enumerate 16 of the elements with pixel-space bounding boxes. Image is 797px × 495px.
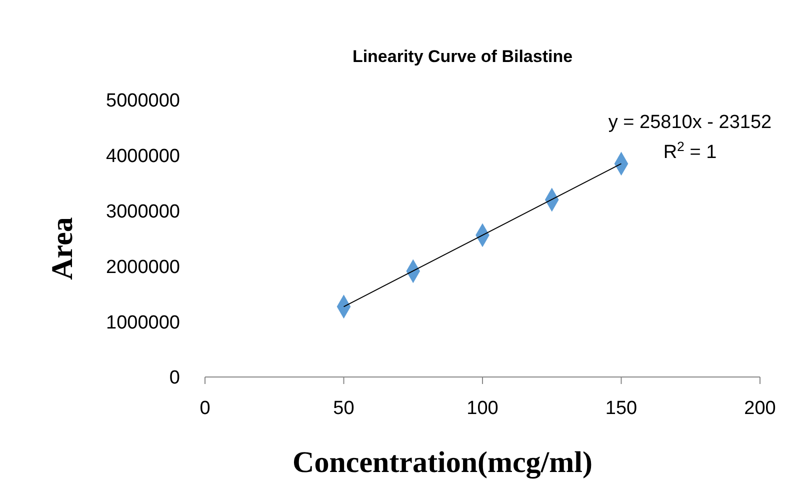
y-tick-label: 1000000 bbox=[106, 312, 180, 334]
x-tick-label: 0 bbox=[200, 398, 210, 419]
chart-title: Linearity Curve of Bilastine bbox=[352, 47, 573, 66]
x-tick-label: 100 bbox=[466, 398, 498, 419]
x-tick-label: 150 bbox=[605, 398, 638, 419]
x-tick-label: 50 bbox=[333, 398, 354, 419]
y-tick-label: 3000000 bbox=[106, 201, 180, 222]
x-tick-label: 200 bbox=[744, 398, 776, 419]
annotation: y = 25810x - 23152 bbox=[608, 112, 772, 133]
y-axis-title: Area bbox=[46, 217, 79, 280]
y-tick-label: 2000000 bbox=[106, 256, 180, 278]
x-axis-title: Concentration(mcg/ml) bbox=[292, 446, 592, 479]
y-tick-label: 0 bbox=[169, 368, 180, 389]
annotation: R$^{2}$ = 1 bbox=[663, 138, 717, 163]
y-tick-label: 5000000 bbox=[106, 90, 180, 112]
y-tick-label: 4000000 bbox=[106, 146, 180, 168]
